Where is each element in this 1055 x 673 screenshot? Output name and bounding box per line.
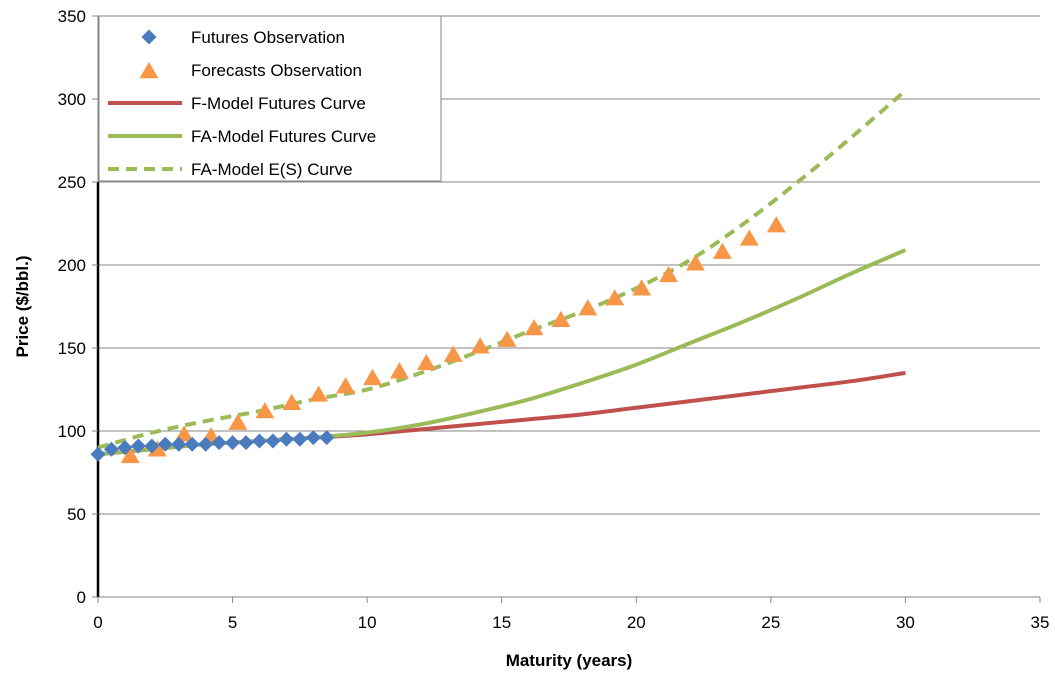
data-point-diamond: [157, 436, 173, 452]
data-point-diamond: [117, 440, 133, 456]
x-tick-label: 30: [896, 613, 915, 632]
legend-label: FA-Model E(S) Curve: [191, 160, 353, 179]
x-tick-label: 25: [761, 613, 780, 632]
data-point-triangle: [632, 279, 652, 296]
data-point-diamond: [184, 436, 200, 452]
data-point-triangle: [712, 242, 732, 259]
x-tick-label: 15: [492, 613, 511, 632]
data-point-triangle: [336, 377, 356, 394]
data-point-triangle: [551, 310, 571, 327]
data-point-diamond: [251, 433, 267, 449]
y-tick-label: 300: [58, 90, 86, 109]
series-forecasts-observation: [120, 216, 786, 464]
data-point-triangle: [443, 345, 463, 362]
x-axis-title: Maturity (years): [506, 651, 633, 670]
data-point-diamond: [238, 435, 254, 451]
data-point-triangle: [739, 229, 759, 246]
x-tick-label: 10: [358, 613, 377, 632]
legend-item: F-Model Futures Curve: [108, 94, 366, 113]
legend-diamond-swatch: [141, 29, 157, 45]
legend-label: F-Model Futures Curve: [191, 94, 366, 113]
legend-triangle-swatch: [139, 62, 159, 79]
legend-item: Forecasts Observation: [139, 61, 362, 80]
series-layer: [90, 89, 907, 464]
data-point-triangle: [120, 446, 140, 464]
data-point-diamond: [198, 436, 214, 452]
y-tick-label: 0: [77, 588, 86, 607]
legend-box: [98, 15, 442, 182]
legend-label: Forecasts Observation: [191, 61, 362, 80]
legend-label: FA-Model Futures Curve: [191, 127, 376, 146]
data-point-triangle: [309, 385, 329, 402]
data-point-diamond: [292, 431, 308, 447]
data-point-triangle: [578, 299, 598, 316]
data-point-diamond: [265, 433, 281, 449]
data-point-triangle: [497, 330, 517, 347]
data-point-triangle: [766, 216, 786, 233]
legend-item: Futures Observation: [141, 28, 345, 47]
x-tick-label: 5: [228, 613, 237, 632]
data-point-triangle: [389, 362, 409, 379]
y-tick-label: 150: [58, 339, 86, 358]
data-point-triangle: [282, 393, 302, 410]
data-point-triangle: [416, 353, 436, 371]
data-point-diamond: [211, 435, 227, 451]
legend-label: Futures Observation: [191, 28, 345, 47]
data-point-diamond: [319, 430, 335, 446]
y-axis-ticks: 0 50 100 150 200 250 300 350: [58, 7, 98, 607]
data-point-triangle: [686, 254, 705, 271]
data-point-diamond: [144, 438, 160, 454]
data-point-triangle: [524, 319, 544, 336]
x-tick-label: 20: [627, 613, 646, 632]
legend: Futures Observation Forecasts Observation…: [98, 15, 442, 182]
legend-item: FA-Model E(S) Curve: [108, 160, 353, 179]
data-point-triangle: [659, 265, 679, 283]
data-point-diamond: [90, 446, 106, 462]
y-tick-label: 100: [58, 422, 86, 441]
data-point-triangle: [255, 402, 275, 419]
axes: [96, 16, 1040, 598]
y-tick-label: 50: [67, 505, 86, 524]
series-futures-observation: [90, 430, 335, 462]
series-fa-model-e-s-curve: [97, 89, 907, 450]
data-point-diamond: [278, 431, 294, 447]
data-point-diamond: [225, 435, 241, 451]
y-tick-label: 350: [58, 7, 86, 26]
y-axis-title: Price ($/bbl.): [13, 255, 32, 357]
legend-item: FA-Model Futures Curve: [108, 127, 376, 146]
x-tick-label: 35: [1031, 613, 1050, 632]
x-axis-ticks: 0 5 10 15 20 25 30 35: [93, 597, 1049, 632]
data-point-triangle: [470, 337, 490, 354]
data-point-diamond: [305, 430, 321, 446]
data-point-triangle: [363, 368, 382, 386]
data-point-triangle: [228, 413, 248, 430]
series-line: [97, 89, 907, 450]
x-tick-label: 0: [93, 613, 102, 632]
data-point-triangle: [605, 289, 625, 306]
data-point-diamond: [171, 436, 187, 452]
data-point-diamond: [103, 441, 119, 457]
y-tick-label: 200: [58, 256, 86, 275]
data-point-diamond: [130, 438, 146, 454]
y-tick-label: 250: [58, 173, 86, 192]
